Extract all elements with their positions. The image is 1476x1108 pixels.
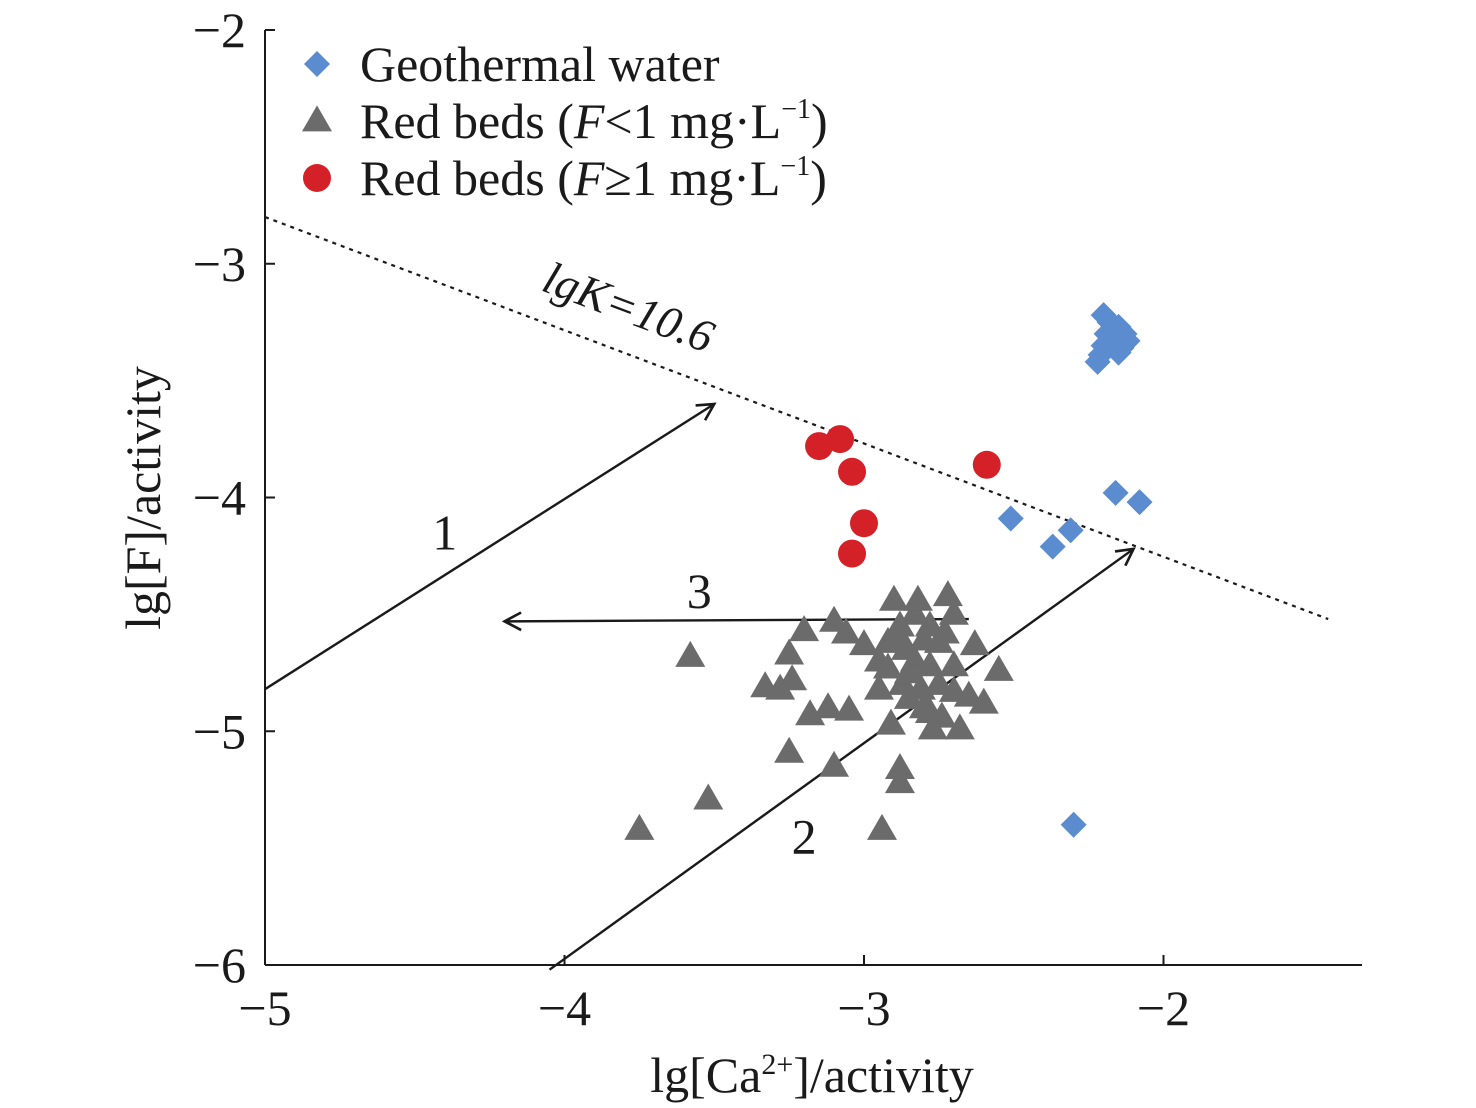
data-point-triangle: [899, 598, 930, 625]
data-point-triangle: [863, 673, 894, 700]
data-point-diamond: [1057, 517, 1084, 544]
legend-label: Red beds (F<1 mg·L−1): [360, 93, 828, 149]
data-point-triangle: [875, 708, 906, 735]
data-point-triangle: [774, 638, 805, 665]
trend-arrow-label: 1: [432, 505, 457, 561]
y-axis-ticks: −6 −5 −4 −3 −2: [193, 2, 275, 993]
series-diamond: [997, 302, 1153, 838]
data-point-triangle: [693, 783, 724, 810]
data-point-triangle: [777, 664, 808, 691]
data-point-triangle: [872, 626, 903, 653]
trend-arrow-2: [548, 547, 1136, 971]
data-point-triangle: [983, 654, 1014, 681]
data-point-triangle: [923, 668, 954, 695]
trend-arrow-1: [264, 402, 717, 691]
x-axis-title-superscript: 2+: [761, 1048, 793, 1081]
data-point-diamond: [997, 505, 1024, 532]
x-axis-ticks: −5 −4 −3 −2: [238, 955, 1190, 1036]
data-point-triangle: [819, 750, 850, 777]
data-point-triangle: [834, 694, 865, 721]
y-tick-label: −2: [193, 2, 246, 58]
data-point-triangle: [959, 629, 990, 656]
y-tick-label: −5: [193, 703, 246, 759]
axes: −5 −4 −3 −2 −6−5−4−3−2: [193, 2, 1362, 1036]
data-point-triangle: [831, 617, 862, 644]
legend-label: Geothermal water: [360, 36, 720, 92]
trend-arrow-label: 3: [687, 563, 712, 619]
data-point-triangle: [938, 598, 969, 625]
reference-line-label: lgK=10.6: [536, 252, 721, 363]
legend-label: Red beds (F≥1 mg·L−1): [360, 150, 827, 206]
legend-marker-triangle: [302, 105, 332, 132]
data-point-triangle: [624, 813, 655, 840]
data-point-triangle: [872, 652, 903, 679]
data-point-triangle: [813, 692, 844, 719]
data-point-diamond: [1126, 489, 1153, 516]
data-point-diamond: [1060, 811, 1087, 838]
data-point-triangle: [929, 617, 960, 644]
data-point-triangle: [944, 713, 975, 740]
data-points-layer: [624, 302, 1153, 840]
trend-arrow-label: 2: [792, 808, 817, 864]
legend-item: Red beds (F≥1 mg·L−1): [303, 150, 827, 206]
data-point-triangle: [902, 584, 933, 611]
y-tick-label: −6: [193, 937, 246, 993]
data-point-triangle: [878, 584, 909, 611]
y-tick-label: −3: [193, 236, 246, 292]
series-triangle: [624, 580, 1014, 840]
data-point-triangle: [968, 687, 999, 714]
data-point-triangle: [675, 640, 706, 667]
data-point-triangle: [774, 736, 805, 763]
y-axis-title: lg[F]/activity: [115, 366, 171, 630]
data-point-triangle: [789, 615, 820, 642]
data-point-circle: [850, 509, 878, 538]
data-point-triangle: [953, 680, 984, 707]
x-axis-title: lg[Ca2+]/activity: [650, 1047, 974, 1103]
data-point-diamond: [1105, 339, 1132, 366]
reference-line-layer: lgK=10.6: [264, 215, 1329, 621]
data-point-triangle: [884, 753, 915, 780]
data-point-diamond: [1102, 479, 1129, 506]
data-point-triangle: [884, 767, 915, 794]
data-point-triangle: [932, 580, 963, 607]
data-point-diamond: [1039, 533, 1066, 560]
data-point-diamond: [1084, 348, 1111, 375]
legend-marker-diamond: [304, 51, 330, 77]
solubility-reference-line: [264, 215, 1329, 621]
data-point-circle: [972, 450, 1001, 479]
legend-item: Geothermal water: [304, 36, 720, 92]
data-point-triangle: [884, 610, 915, 637]
data-point-triangle: [795, 699, 826, 726]
data-point-circle: [838, 539, 867, 568]
data-point-triangle: [938, 650, 969, 677]
data-point-triangle: [866, 813, 897, 840]
y-tick-label: −4: [193, 470, 246, 526]
x-tick-label: −5: [238, 980, 291, 1036]
legend-item: Red beds (F<1 mg·L−1): [302, 93, 828, 149]
data-point-diamond: [1099, 316, 1126, 343]
x-tick-label: −2: [1137, 980, 1190, 1036]
data-point-circle: [838, 457, 867, 486]
x-tick-label: −4: [538, 980, 591, 1036]
data-point-circle: [826, 425, 855, 454]
trend-arrow-3: [501, 611, 969, 632]
series-circle: [805, 425, 1001, 568]
data-point-triangle: [914, 650, 945, 677]
data-point-triangle: [849, 629, 879, 656]
legend-marker-circle: [303, 164, 331, 192]
arrow-layer: 1 2 3: [264, 402, 1136, 971]
x-tick-label: −3: [837, 980, 890, 1036]
data-point-triangle: [914, 696, 945, 723]
